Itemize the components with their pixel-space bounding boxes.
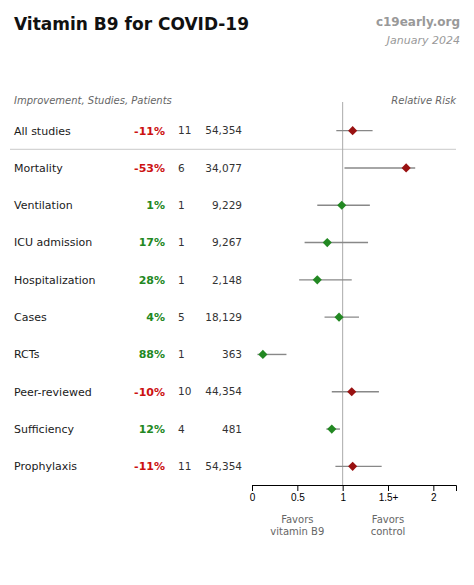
category-label: Hospitalization bbox=[14, 274, 96, 287]
estimate bbox=[337, 201, 346, 210]
estimate bbox=[313, 275, 322, 284]
chart: Vitamin B9 for COVID-19 c19early.org Janua… bbox=[0, 0, 474, 585]
x-tick-label: 0 bbox=[250, 492, 256, 503]
improvement-label: 4% bbox=[146, 311, 165, 324]
marks bbox=[257, 102, 415, 485]
annotation-line: Favors bbox=[372, 514, 404, 525]
column-header: Improvement, Studies, Patients bbox=[14, 95, 172, 106]
studies-label: 1 bbox=[178, 348, 185, 360]
x-tick-mark bbox=[388, 485, 389, 491]
x-tick-mark bbox=[297, 485, 298, 491]
confidence-interval bbox=[335, 466, 381, 467]
x-tick-mark bbox=[433, 485, 434, 491]
confidence-interval bbox=[299, 279, 352, 280]
category-label: ICU admission bbox=[14, 236, 92, 249]
x-axis: 0 0.5 1 1.5+ 2 bbox=[250, 485, 457, 503]
subtitle: January 2024 bbox=[385, 34, 460, 47]
patients-label: 2,148 bbox=[212, 274, 242, 286]
x-tick: 0.5 bbox=[291, 485, 305, 503]
category-label: Sufficiency bbox=[14, 423, 74, 436]
category-label: Ventilation bbox=[14, 199, 73, 212]
category-label: Mortality bbox=[14, 162, 63, 175]
patients-label: 481 bbox=[222, 423, 242, 435]
patients-label: 9,267 bbox=[212, 236, 242, 248]
estimate bbox=[334, 313, 343, 322]
studies-label: 5 bbox=[178, 311, 185, 323]
x-tick-label: 1 bbox=[340, 492, 346, 503]
x-tick-label: 2 bbox=[431, 492, 437, 503]
patients-label: 363 bbox=[222, 348, 242, 360]
annotation: Favorscontrol bbox=[371, 514, 406, 537]
category-label: All studies bbox=[14, 125, 71, 138]
improvement-label: 12% bbox=[139, 423, 165, 436]
estimate bbox=[258, 350, 267, 359]
annotation-line: control bbox=[371, 526, 406, 537]
patients-label: 54,354 bbox=[205, 460, 242, 472]
improvement-label: -53% bbox=[134, 162, 165, 175]
improvement-label: 1% bbox=[146, 199, 165, 212]
x-tick: 0 bbox=[250, 485, 256, 503]
x-tick-label: 0.5 bbox=[291, 492, 305, 503]
improvement-label: -10% bbox=[134, 386, 165, 399]
studies-label: 1 bbox=[178, 199, 185, 211]
category-label: Prophylaxis bbox=[14, 460, 77, 473]
studies-label: 10 bbox=[178, 385, 191, 397]
patients-label: 9,229 bbox=[212, 199, 242, 211]
estimate bbox=[323, 238, 332, 247]
x-tick-mark bbox=[252, 485, 253, 491]
divider bbox=[10, 149, 456, 150]
category-label: Cases bbox=[14, 311, 47, 324]
x-tick: 1 bbox=[340, 485, 346, 503]
title: Vitamin B9 for COVID-19 bbox=[14, 14, 249, 34]
patients-label: 18,129 bbox=[205, 311, 242, 323]
estimate bbox=[327, 424, 336, 433]
improvement-label: -11% bbox=[134, 125, 165, 138]
category-label: RCTs bbox=[14, 348, 40, 361]
confidence-interval bbox=[305, 242, 368, 243]
estimate bbox=[347, 387, 356, 396]
studies-label: 6 bbox=[178, 162, 185, 174]
improvement-label: 17% bbox=[139, 236, 165, 249]
improvement-label: -11% bbox=[134, 460, 165, 473]
studies-label: 1 bbox=[178, 236, 185, 248]
estimate bbox=[348, 462, 357, 471]
x-tick: 2 bbox=[431, 485, 437, 503]
source: c19early.org bbox=[376, 15, 460, 29]
reference-line bbox=[342, 102, 343, 485]
x-axis-line bbox=[253, 486, 457, 492]
x-axis-label: Relative Risk bbox=[391, 95, 457, 106]
annotation-line: Favors bbox=[281, 514, 313, 525]
annotation: Favorsvitamin B9 bbox=[270, 514, 324, 537]
category-label: Peer-reviewed bbox=[14, 386, 92, 399]
row-labels: All studies-11%1154,354Mortality-53%634,… bbox=[14, 124, 242, 473]
x-tick-mark bbox=[343, 485, 344, 491]
patients-label: 34,077 bbox=[205, 162, 242, 174]
studies-label: 4 bbox=[178, 423, 185, 435]
patients-label: 54,354 bbox=[205, 124, 242, 136]
studies-label: 11 bbox=[178, 460, 191, 472]
estimate bbox=[402, 163, 411, 172]
studies-label: 1 bbox=[178, 274, 185, 286]
patients-label: 44,354 bbox=[205, 385, 242, 397]
estimate bbox=[348, 126, 357, 135]
improvement-label: 88% bbox=[139, 348, 165, 361]
annotation-line: vitamin B9 bbox=[270, 526, 324, 537]
improvement-label: 28% bbox=[139, 274, 165, 287]
x-tick: 1.5+ bbox=[379, 485, 399, 503]
studies-label: 11 bbox=[178, 124, 191, 136]
x-tick-label: 1.5+ bbox=[379, 492, 399, 503]
